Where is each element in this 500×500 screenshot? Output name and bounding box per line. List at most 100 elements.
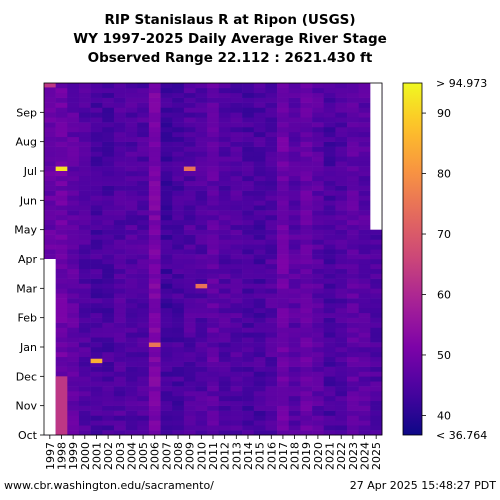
heatmap-cell — [78, 117, 91, 123]
heatmap-cell — [230, 293, 243, 299]
heatmap-cell — [218, 102, 231, 108]
heatmap-cell — [347, 420, 359, 426]
heatmap-cell — [288, 391, 301, 397]
heatmap-cell — [218, 185, 231, 191]
heatmap-cell — [207, 112, 220, 118]
heatmap-cell — [277, 259, 290, 265]
heatmap-cell — [195, 161, 208, 167]
heatmap-cell — [323, 195, 336, 201]
heatmap-cell — [300, 200, 313, 206]
heatmap-cell — [160, 136, 173, 142]
heatmap-cell — [113, 307, 126, 314]
heatmap-cell — [78, 156, 91, 162]
heatmap-cell — [148, 303, 161, 309]
heatmap-cell — [335, 249, 348, 255]
heatmap-cell — [125, 136, 138, 142]
heatmap-cell — [55, 263, 68, 270]
heatmap-cell — [55, 180, 68, 186]
heatmap-cell — [207, 136, 220, 142]
heatmap-cell — [113, 205, 126, 211]
heatmap-cell — [148, 122, 161, 128]
heatmap-cell — [242, 283, 255, 289]
heatmap-cell — [312, 351, 325, 358]
heatmap-cell — [370, 371, 383, 377]
heatmap-cell — [242, 205, 255, 211]
heatmap-cell — [148, 83, 161, 89]
heatmap-cell — [335, 415, 348, 421]
heatmap-cell — [312, 312, 325, 318]
heatmap-cell — [218, 312, 231, 318]
heatmap-cell — [137, 141, 150, 147]
heatmap-cell — [347, 146, 359, 152]
heatmap-cell — [125, 249, 138, 255]
heatmap-cell — [358, 268, 371, 274]
heatmap-cell — [300, 141, 313, 147]
heatmap-cell — [358, 381, 371, 387]
heatmap-cell — [253, 195, 266, 201]
heatmap-cell — [230, 420, 243, 426]
heatmap-cell — [195, 430, 208, 436]
heatmap-cell — [78, 180, 91, 186]
heatmap-cell — [277, 337, 290, 343]
heatmap-cell — [288, 141, 301, 147]
heatmap-cell — [195, 122, 208, 128]
heatmap-cell — [323, 171, 336, 177]
heatmap-cell — [137, 327, 150, 333]
heatmap-cell — [323, 342, 336, 348]
heatmap-cell — [183, 327, 196, 333]
heatmap-cell — [207, 229, 220, 235]
heatmap-cell — [113, 312, 126, 318]
heatmap-cell — [67, 278, 80, 284]
heatmap-cell — [90, 405, 103, 411]
heatmap-cell — [148, 156, 161, 162]
heatmap-cell — [148, 278, 161, 284]
heatmap-cell — [55, 317, 68, 323]
heatmap-cell — [288, 361, 301, 367]
heatmap-cell — [67, 122, 80, 128]
heatmap-cell — [207, 127, 220, 133]
heatmap-cell — [183, 127, 196, 133]
heatmap-cell — [78, 195, 91, 201]
heatmap-cell — [277, 405, 290, 411]
heatmap-cell — [370, 317, 383, 323]
heatmap-cell — [44, 171, 56, 177]
heatmap-cell — [358, 254, 371, 260]
heatmap-cell — [78, 420, 91, 426]
heatmap-cell — [370, 332, 383, 338]
heatmap-cell — [55, 254, 68, 260]
heatmap-cell — [347, 180, 359, 186]
heatmap-cell — [207, 347, 220, 353]
heatmap-cell — [312, 185, 325, 191]
heatmap-cell — [160, 215, 173, 221]
heatmap-cell — [358, 288, 371, 294]
heatmap-cell — [55, 278, 68, 284]
heatmap-cell — [137, 224, 150, 230]
heatmap-cell — [183, 283, 196, 289]
heatmap-cell — [323, 307, 336, 314]
heatmap-cell — [347, 254, 359, 260]
heatmap-cell — [207, 244, 220, 250]
heatmap-cell — [312, 180, 325, 186]
heatmap-cell — [312, 92, 325, 98]
heatmap-cell — [67, 415, 80, 421]
heatmap-cell — [148, 205, 161, 211]
heatmap-cell — [55, 249, 68, 255]
heatmap-cell — [172, 425, 185, 431]
heatmap-cell — [277, 180, 290, 186]
heatmap-cell — [148, 215, 161, 221]
heatmap-cell — [358, 229, 371, 235]
heatmap-cell — [160, 386, 173, 392]
heatmap-cell — [218, 400, 231, 406]
heatmap-cell — [125, 219, 138, 226]
heatmap-cell — [44, 219, 56, 226]
heatmap-cell — [370, 307, 383, 314]
heatmap-cell — [253, 171, 266, 177]
heatmap-cell — [55, 366, 68, 372]
heatmap-cell — [288, 224, 301, 230]
heatmap-cell — [347, 97, 359, 103]
heatmap-cell — [102, 391, 115, 397]
heatmap-cell — [358, 332, 371, 338]
heatmap-cell — [183, 395, 196, 402]
heatmap-cell — [242, 180, 255, 186]
heatmap-cell — [230, 205, 243, 211]
